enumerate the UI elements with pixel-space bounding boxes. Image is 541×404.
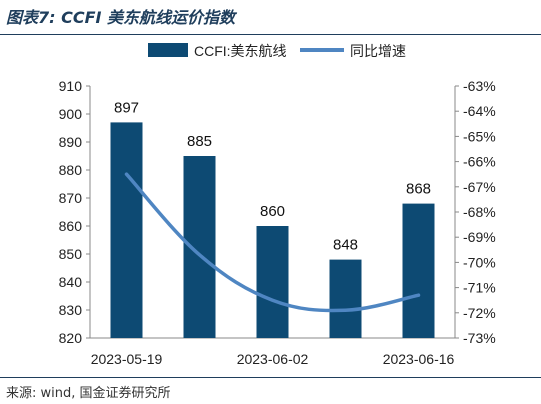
right-tick-label: -70%: [463, 254, 496, 270]
right-tick-label: -69%: [463, 229, 496, 245]
bar-value-label: 885: [187, 133, 212, 150]
right-tick-label: -72%: [463, 305, 496, 321]
legend-bar-swatch: [148, 43, 188, 57]
bar: [110, 122, 143, 339]
left-tick-label: 820: [59, 330, 83, 346]
bar: [183, 156, 216, 338]
right-tick-label: -73%: [463, 330, 496, 346]
right-tick-label: -67%: [463, 179, 496, 195]
chart: 910 900 890 880 870 860 850 840 830 820 -63% -64% -6…: [59, 43, 496, 367]
right-tick-label: -68%: [463, 204, 496, 220]
figure-title: 图表7: CCFI 美东航线运价指数: [6, 8, 236, 27]
source-divider: [0, 377, 541, 378]
left-tick-label: 840: [59, 274, 83, 290]
bar-value-label: 860: [260, 203, 285, 220]
bar: [402, 203, 435, 338]
right-tick-label: -65%: [463, 128, 496, 144]
left-tick-label: 860: [59, 218, 83, 234]
title-divider: [0, 34, 541, 35]
yoy-line: [124, 172, 421, 313]
right-tick-label: -63%: [463, 78, 496, 94]
right-tick-label: -64%: [463, 103, 496, 119]
bar-value-label: 868: [406, 181, 431, 198]
right-tick-label: -66%: [463, 154, 496, 170]
left-tick-label: 900: [59, 106, 83, 122]
legend-bar-label: CCFI:美东航线: [194, 43, 287, 59]
left-tick-label: 910: [59, 78, 83, 94]
left-tick-label: 880: [59, 162, 83, 178]
x-tick-label: 2023-05-19: [91, 351, 163, 367]
x-tick-label: 2023-06-16: [383, 351, 455, 367]
right-tick-label: -71%: [463, 280, 496, 296]
bar: [329, 259, 362, 338]
x-tick-label: 2023-06-02: [237, 351, 309, 367]
left-tick-label: 890: [59, 134, 83, 150]
left-tick-label: 870: [59, 190, 83, 206]
bar: [256, 226, 289, 338]
left-tick-label: 830: [59, 302, 83, 318]
left-tick-label: 850: [59, 246, 83, 262]
source-note: 来源: wind, 国金证券研究所: [6, 386, 171, 401]
legend-line-label: 同比增速: [350, 43, 406, 59]
bar-value-label: 848: [333, 237, 358, 254]
bar-value-label: 897: [114, 99, 139, 116]
